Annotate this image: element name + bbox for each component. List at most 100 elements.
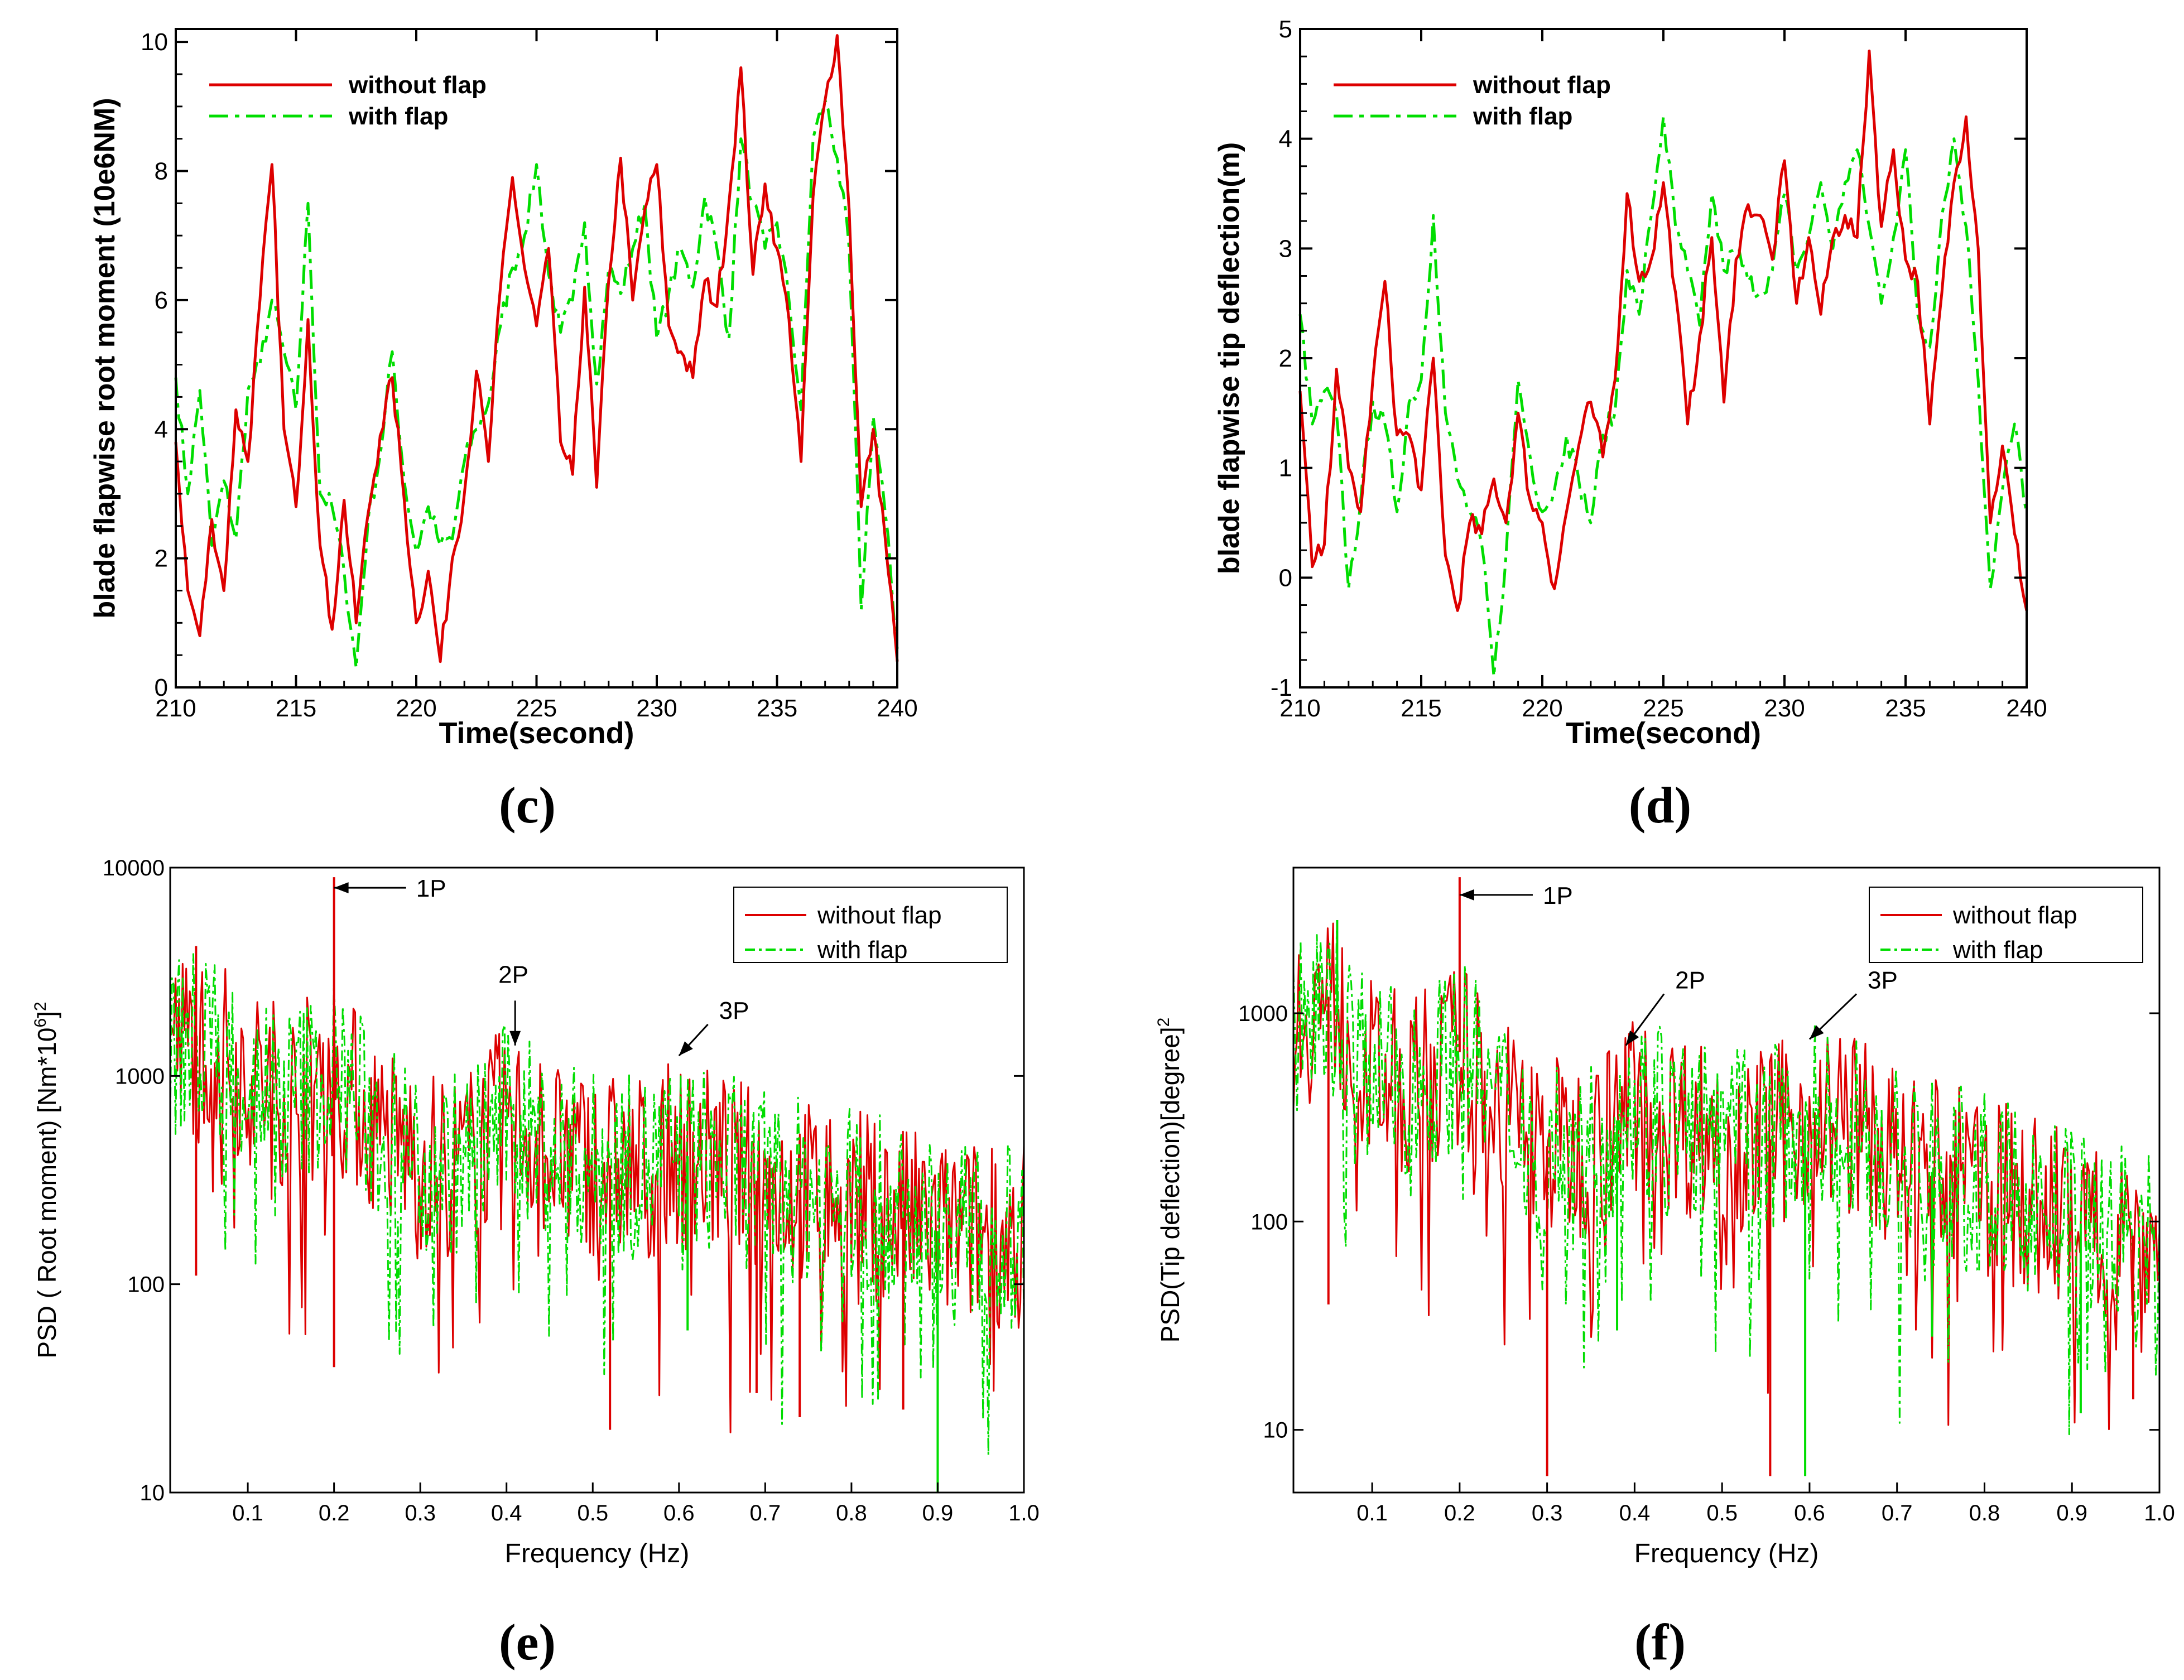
x-axis-label: Time(second) xyxy=(1566,716,1761,750)
legend-label: with flap xyxy=(348,103,448,130)
legend-label: with flap xyxy=(1473,103,1572,130)
x-tick-label: 0.3 xyxy=(1532,1501,1563,1525)
y-axis-label: blade flapwise tip deflection(m) xyxy=(1213,142,1245,574)
x-tick-label: 0.2 xyxy=(1444,1501,1475,1525)
y-tick-label: 4 xyxy=(155,416,168,443)
y-axis-label: PSD(Tip deflection)[degree]2 xyxy=(1154,1018,1185,1343)
x-tick-label: 0.5 xyxy=(577,1501,608,1525)
panel-label-f: (f) xyxy=(1634,1614,1686,1671)
x-axis-label: Frequency (Hz) xyxy=(505,1539,690,1568)
x-tick-label: 240 xyxy=(2006,695,2047,722)
y-tick-label: 10000 xyxy=(103,856,165,880)
x-tick-label: 210 xyxy=(1279,695,1320,722)
plot-frame xyxy=(175,28,898,689)
x-tick-label: 210 xyxy=(155,695,196,722)
chart-e: 0.1 0.2 0.3 0.4 0.5 0.6 0.7 0.8 0.9 1.0 10 100 1000 1… xyxy=(31,856,1040,1568)
x-tick-label: 1.0 xyxy=(2144,1501,2175,1525)
y-tick-label: 100 xyxy=(127,1273,165,1297)
x-tick-label: 230 xyxy=(1764,695,1805,722)
y-tick-label: 1000 xyxy=(115,1064,165,1089)
legend-label: without flap xyxy=(1473,71,1611,99)
y-tick-label: 1 xyxy=(1279,455,1292,482)
y-tick-label: 3 xyxy=(1279,235,1292,262)
y-axis-label: blade flapwise root moment (10e6NM) xyxy=(89,98,121,618)
x-tick-label: 0.8 xyxy=(836,1501,867,1525)
x-tick-label: 225 xyxy=(516,695,557,722)
x-tick-label: 220 xyxy=(1522,695,1562,722)
series-line-with-flap xyxy=(1292,930,2161,1436)
y-axis-label-sup2: 2 xyxy=(31,1002,50,1011)
y-tick-label: 8 xyxy=(155,158,168,185)
legend-box xyxy=(733,887,1008,963)
y-tick-label: 2 xyxy=(1279,345,1292,372)
y-axis-label-main: PSD(Tip deflection)[degree] xyxy=(1156,1027,1185,1342)
annotation-arrowhead xyxy=(334,882,349,894)
y-axis-label: PSD ( Root moment) [Nm*106]2 xyxy=(31,1002,61,1358)
y-axis-label-end: ] xyxy=(32,1011,61,1018)
x-tick-label: 0.9 xyxy=(2056,1501,2087,1525)
y-tick-label: 2 xyxy=(155,545,168,572)
legend-box xyxy=(1869,887,2143,963)
x-tick-label: 225 xyxy=(1643,695,1683,722)
annotation-label: 1P xyxy=(1543,882,1573,909)
legend: without flap with flap xyxy=(1869,887,2143,964)
annotation-3P: 3P xyxy=(678,997,749,1057)
plot-frame xyxy=(1292,867,2161,1494)
y-tick-label: -1 xyxy=(1271,674,1292,701)
y-tick-label: 100 xyxy=(1250,1210,1288,1234)
annotation-label: 1P xyxy=(416,875,446,902)
x-tick-label: 1.0 xyxy=(1008,1501,1040,1525)
x-tick-label: 0.9 xyxy=(922,1501,954,1525)
x-tick-label: 230 xyxy=(636,695,677,722)
y-tick-label: 10 xyxy=(140,1481,165,1505)
x-tick-label: 0.7 xyxy=(750,1501,781,1525)
y-tick-label: 1000 xyxy=(1238,1002,1288,1026)
x-tick-label: 235 xyxy=(1885,695,1926,722)
annotation-label: 3P xyxy=(1868,966,1898,994)
x-tick-label: 0.2 xyxy=(319,1501,350,1525)
chart-d: 210 215 220 225 230 235 240 -1 0 1 2 3 4 5 Time(second… xyxy=(1213,16,2047,750)
series-line-with-flap xyxy=(169,953,1025,1456)
x-tick-label: 0.3 xyxy=(405,1501,436,1525)
annotation-2P: 2P xyxy=(498,961,528,1046)
chart-f: 0.1 0.2 0.3 0.4 0.5 0.6 0.7 0.8 0.9 1.0 10 100 1000 F… xyxy=(1154,867,2175,1568)
legend: without flap with flap xyxy=(733,887,1008,964)
x-tick-label: 0.1 xyxy=(1356,1501,1388,1525)
series-line-without-flap xyxy=(174,34,899,663)
x-tick-label: 0.1 xyxy=(232,1501,263,1525)
y-tick-label: 5 xyxy=(1279,16,1292,43)
x-tick-label: 0.5 xyxy=(1706,1501,1738,1525)
legend-label: without flap xyxy=(817,902,942,929)
annotation-label: 3P xyxy=(719,997,749,1024)
panel-label-c: (c) xyxy=(498,777,556,834)
annotation-2P: 2P xyxy=(1625,966,1705,1046)
x-tick-label: 0.4 xyxy=(1619,1501,1651,1525)
annotation-arrowhead xyxy=(679,1041,693,1056)
x-axis-label: Time(second) xyxy=(439,716,634,750)
x-tick-label: 0.8 xyxy=(1969,1501,2000,1525)
legend-label: without flap xyxy=(1952,902,2077,929)
x-tick-label: 0.4 xyxy=(491,1501,522,1525)
chart-c: 210 215 220 225 230 235 240 0 2 4 6 8 10 Time(second)… xyxy=(89,28,918,750)
x-tick-label: 235 xyxy=(757,695,797,722)
panel-label-d: (d) xyxy=(1628,777,1692,834)
y-tick-label: 0 xyxy=(155,674,168,701)
annotation-3P: 3P xyxy=(1808,966,1898,1040)
series-line-without-flap xyxy=(1292,922,2161,1431)
legend: without flap with flap xyxy=(209,71,487,130)
x-tick-label: 215 xyxy=(276,695,316,722)
y-tick-label: 4 xyxy=(1279,126,1292,153)
legend-label: with flap xyxy=(817,936,907,964)
x-tick-label: 0.6 xyxy=(663,1501,695,1525)
y-axis-label-main: PSD ( Root moment) [Nm*10 xyxy=(32,1028,61,1359)
legend-label: without flap xyxy=(348,71,487,99)
panel-label-e: (e) xyxy=(498,1614,556,1671)
series-line-with-flap xyxy=(1298,115,2028,678)
annotation-arrowhead xyxy=(509,1031,521,1046)
series-line-with-flap xyxy=(174,98,899,670)
x-tick-label: 0.7 xyxy=(1882,1501,1913,1525)
y-tick-label: 6 xyxy=(155,287,168,314)
y-tick-label: 10 xyxy=(141,28,168,56)
x-tick-label: 215 xyxy=(1401,695,1441,722)
